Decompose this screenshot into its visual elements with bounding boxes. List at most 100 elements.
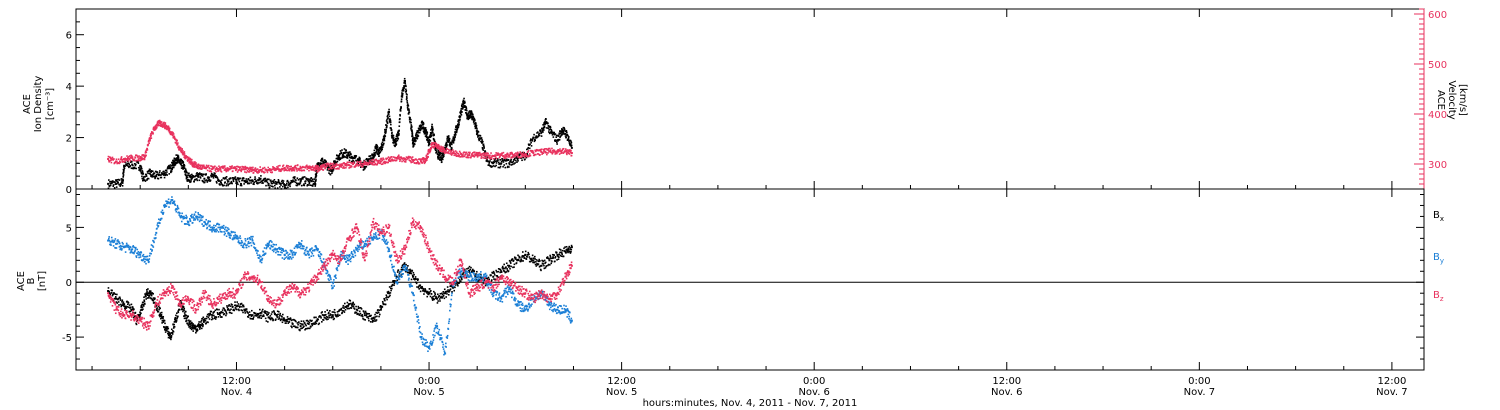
scatter-dot — [346, 307, 349, 310]
scatter-dot — [376, 159, 378, 162]
scatter-dot — [184, 168, 187, 171]
scatter-dot — [410, 125, 413, 128]
bx-point — [299, 325, 302, 328]
scatter-dot — [168, 332, 170, 335]
scatter-dot — [543, 264, 545, 267]
scatter-dot — [331, 315, 333, 318]
scatter-dot — [206, 315, 208, 318]
scatter-dot — [205, 322, 208, 324]
scatter-dot — [496, 275, 499, 277]
scatter-dot — [509, 152, 512, 154]
scatter-dot — [529, 139, 532, 142]
scatter-dot — [310, 323, 313, 325]
scatter-dot — [311, 165, 314, 167]
scatter-dot — [116, 179, 119, 181]
scatter-dot — [305, 165, 308, 168]
scatter-dot — [208, 318, 211, 320]
scatter-dot — [547, 147, 550, 150]
scatter-dot — [264, 312, 267, 314]
density-point — [508, 162, 511, 165]
scatter-dot — [108, 290, 110, 293]
scatter-dot — [467, 156, 470, 159]
scatter-dot — [482, 143, 485, 146]
scatter-dot — [342, 166, 345, 168]
scatter-dot — [459, 116, 461, 119]
scatter-dot — [416, 130, 419, 133]
scatter-dot — [315, 176, 317, 178]
scatter-dot — [198, 172, 201, 174]
scatter-dot — [474, 153, 476, 155]
scatter-dot — [215, 166, 218, 169]
scatter-dot — [446, 144, 448, 147]
scatter-dot — [456, 281, 458, 284]
scatter-dot — [240, 309, 243, 311]
density-point — [307, 180, 310, 183]
scatter-dot — [343, 311, 346, 313]
scatter-dot — [115, 186, 118, 188]
scatter-dot — [520, 260, 523, 262]
scatter-dot — [486, 154, 489, 157]
velocity-point — [339, 165, 342, 167]
scatter-dot — [327, 311, 330, 314]
scatter-dot — [511, 258, 514, 260]
scatter-dot — [142, 305, 145, 307]
scatter-dot — [298, 168, 301, 170]
scatter-dot — [513, 153, 516, 155]
scatter-dot — [148, 294, 151, 297]
scatter-dot — [224, 176, 227, 179]
scatter-dot — [166, 167, 169, 169]
scatter-dot — [145, 295, 147, 298]
scatter-dot — [428, 288, 431, 290]
scatter-dot — [158, 173, 160, 176]
scatter-dot — [229, 168, 232, 170]
scatter-dot — [570, 140, 572, 143]
scatter-dot — [154, 128, 157, 131]
scatter-dot — [462, 99, 465, 102]
scatter-dot — [485, 156, 487, 159]
scatter-dot — [114, 293, 117, 296]
scatter-dot — [167, 126, 169, 129]
scatter-dot — [183, 312, 186, 314]
scatter-dot — [475, 273, 477, 275]
scatter-dot — [172, 137, 175, 139]
scatter-dot — [391, 156, 393, 158]
bx-point — [436, 297, 439, 300]
scatter-dot — [119, 182, 122, 185]
scatter-dot — [149, 168, 151, 171]
scatter-dot — [360, 166, 362, 168]
scatter-dot — [400, 266, 403, 269]
scatter-dot — [495, 162, 498, 164]
scatter-dot — [429, 150, 432, 153]
scatter-dot — [272, 185, 274, 188]
scatter-dot — [229, 182, 231, 185]
scatter-dot — [567, 152, 570, 155]
scatter-dot — [383, 135, 385, 137]
scatter-dot — [117, 298, 119, 301]
scatter-dot — [484, 284, 487, 287]
scatter-dot — [404, 161, 407, 163]
scatter-dot — [440, 156, 442, 159]
scatter-dot — [526, 155, 528, 157]
scatter-dot — [234, 166, 236, 168]
density-tick-label: 2 — [66, 134, 72, 145]
scatter-dot — [244, 181, 247, 184]
scatter-dot — [380, 163, 383, 166]
velocity-point — [251, 169, 254, 171]
scatter-dot — [405, 89, 408, 92]
scatter-dot — [205, 174, 207, 176]
scatter-dot — [286, 182, 288, 185]
scatter-dot — [429, 149, 432, 152]
scatter-dot — [174, 316, 177, 319]
scatter-dot — [266, 181, 269, 184]
scatter-dot — [161, 320, 164, 322]
scatter-dot — [554, 133, 557, 135]
scatter-dot — [210, 175, 213, 178]
density-point — [185, 175, 188, 178]
scatter-dot — [314, 183, 317, 185]
scatter-dot — [399, 108, 402, 111]
scatter-dot — [183, 151, 186, 153]
scatter-dot — [446, 138, 448, 140]
scatter-dot — [303, 169, 306, 172]
scatter-dot — [454, 286, 456, 289]
scatter-dot — [126, 164, 128, 167]
